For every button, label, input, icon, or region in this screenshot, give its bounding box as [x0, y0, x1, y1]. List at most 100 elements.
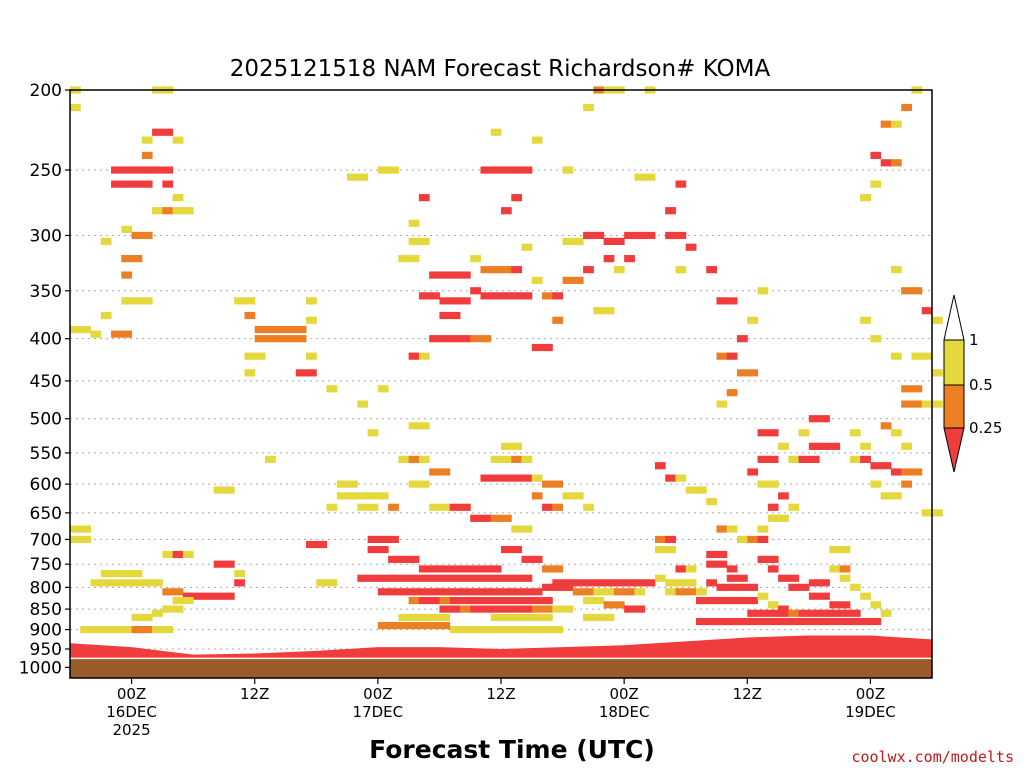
heatmap-cell [347, 492, 358, 500]
heatmap-cell [347, 173, 358, 181]
heatmap-cell [675, 231, 687, 240]
heatmap-cell [398, 255, 410, 263]
heatmap-cell [829, 565, 841, 573]
heatmap-cell [480, 514, 492, 522]
heatmap-cell [737, 596, 748, 605]
heatmap-cell [778, 514, 789, 522]
heatmap-cell [418, 455, 430, 463]
heatmap-cell [788, 617, 800, 626]
heatmap-cell [172, 605, 184, 613]
heatmap-cell [757, 592, 769, 600]
heatmap-cell [316, 540, 328, 549]
heatmap-cell [798, 609, 810, 617]
heatmap-cell [716, 297, 728, 305]
heatmap-cell [480, 605, 492, 613]
heatmap-cell [367, 429, 379, 437]
heatmap-cell [131, 166, 143, 174]
heatmap-cell [275, 326, 286, 334]
heatmap-cell [572, 588, 584, 596]
heatmap-cell [644, 173, 656, 181]
heatmap-cell [182, 596, 194, 605]
y-tick-label: 600 [30, 475, 62, 495]
heatmap-cell [613, 579, 625, 587]
heatmap-cell [418, 622, 430, 630]
heatmap-cell [921, 400, 933, 408]
heatmap-cell [757, 617, 769, 626]
heatmap-cell [808, 415, 820, 423]
heatmap-cell [521, 525, 533, 533]
heatmap-cell [501, 292, 512, 300]
heatmap-cell [767, 503, 779, 511]
y-tick-label: 450 [30, 372, 62, 392]
heatmap-cell [439, 565, 451, 573]
heatmap-cell [798, 429, 810, 437]
heatmap-cell [552, 503, 564, 511]
heatmap-cell [429, 271, 440, 279]
heatmap-cell [624, 231, 635, 240]
heatmap-cell [162, 626, 174, 634]
legend: 1 0.5 0.25 [943, 294, 1002, 473]
heatmap-cell [890, 492, 902, 500]
heatmap-cell [747, 535, 759, 544]
heatmap-cell [418, 237, 430, 245]
heatmap-cell [480, 335, 492, 343]
heatmap-cell [429, 588, 440, 596]
heatmap-cell [839, 565, 851, 573]
heatmap-cell [829, 609, 841, 617]
heatmap-cell [901, 468, 912, 476]
heatmap-cell [747, 316, 759, 324]
heatmap-cell [459, 574, 471, 582]
heatmap-cell [152, 128, 163, 136]
heatmap-cell [932, 316, 943, 324]
legend-bottom-arrow [943, 427, 965, 473]
heatmap-cell [521, 474, 533, 482]
heatmap-cell [213, 486, 225, 494]
heatmap-cell [521, 243, 533, 251]
watermark: coolwx.com/modelts [851, 748, 1014, 766]
heatmap-cell [244, 352, 256, 360]
heatmap-cell [501, 514, 512, 522]
heatmap-cell [716, 352, 728, 360]
heatmap-cell [152, 166, 163, 174]
heatmap-cell [572, 492, 584, 500]
heatmap-cell [921, 352, 933, 360]
heatmap-cell [665, 535, 676, 544]
heatmap-cell [162, 207, 174, 215]
heatmap-cell [788, 455, 800, 463]
heatmap-cell [429, 613, 440, 622]
heatmap-cell [542, 503, 553, 511]
heatmap-cell [808, 442, 820, 450]
heatmap-cell [890, 352, 902, 360]
heatmap-cell [911, 400, 923, 408]
heatmap-cell [172, 550, 184, 559]
plot-area [70, 86, 943, 678]
heatmap-cell [449, 574, 461, 582]
heatmap-cell [501, 626, 512, 634]
heatmap-cell [675, 588, 687, 596]
heatmap-cell [603, 579, 615, 587]
heatmap-cell [603, 307, 615, 315]
heatmap-cell [213, 560, 225, 568]
heatmap-cell [911, 287, 923, 295]
heatmap-cell [490, 292, 502, 300]
heatmap-cell [531, 605, 543, 613]
heatmap-cell [665, 588, 676, 596]
heatmap-cell [100, 570, 112, 578]
heatmap-cell [429, 503, 440, 511]
x-tick-label: 00Z [363, 685, 392, 703]
heatmap-cell [418, 588, 430, 596]
heatmap-cell [470, 335, 481, 343]
heatmap-cell [552, 292, 564, 300]
heatmap-cell [747, 609, 759, 617]
heatmap-cell [459, 605, 471, 613]
heatmap-cell [890, 159, 902, 167]
heatmap-cell [429, 468, 440, 476]
heatmap-cell [583, 613, 594, 622]
heatmap-cell [747, 596, 759, 605]
heatmap-cell [367, 535, 379, 544]
heatmap-cell [819, 617, 830, 626]
heatmap-cell [388, 574, 399, 582]
heatmap-cell [418, 596, 430, 605]
heatmap-cell [408, 480, 420, 488]
heatmap-cell [275, 335, 286, 343]
